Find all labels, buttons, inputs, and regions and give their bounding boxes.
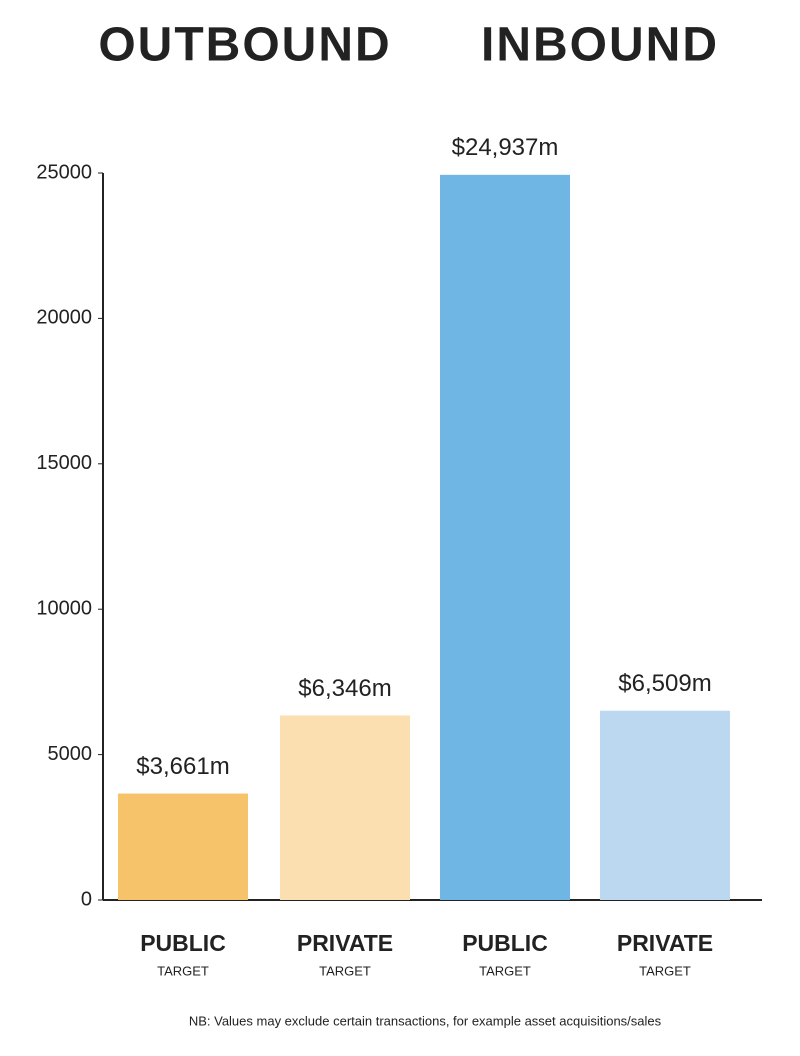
x-tick-label: PRIVATE (297, 930, 393, 956)
group-title: INBOUND (481, 19, 719, 72)
note: NB: Values may exclude certain transacti… (189, 1013, 662, 1028)
y-tick-label: 5000 (48, 743, 93, 765)
bar (280, 715, 410, 900)
x-tick-label: PUBLIC (140, 930, 226, 956)
y-tick-label: 25000 (36, 161, 92, 183)
bar (440, 174, 570, 901)
group-title: OUTBOUND (98, 19, 391, 72)
x-tick-sublabel: TARGET (639, 963, 691, 978)
y-tick-label: 15000 (36, 452, 92, 474)
value-label: $24,937m (452, 134, 559, 161)
x-tick-sublabel: TARGET (157, 963, 209, 978)
value-label: $6,346m (298, 675, 391, 702)
y-tick-label: 10000 (36, 597, 92, 619)
x-tick-label: PUBLIC (462, 930, 548, 956)
value-label: $3,661m (136, 753, 229, 780)
x-tick-sublabel: TARGET (319, 963, 371, 978)
y-tick-label: 0 (81, 888, 92, 910)
x-tick-label: PRIVATE (617, 930, 713, 956)
bar (600, 710, 730, 900)
y-tick-label: 20000 (36, 307, 92, 329)
value-label: $6,509m (618, 670, 711, 697)
x-tick-sublabel: TARGET (479, 963, 531, 978)
bar (118, 793, 248, 900)
